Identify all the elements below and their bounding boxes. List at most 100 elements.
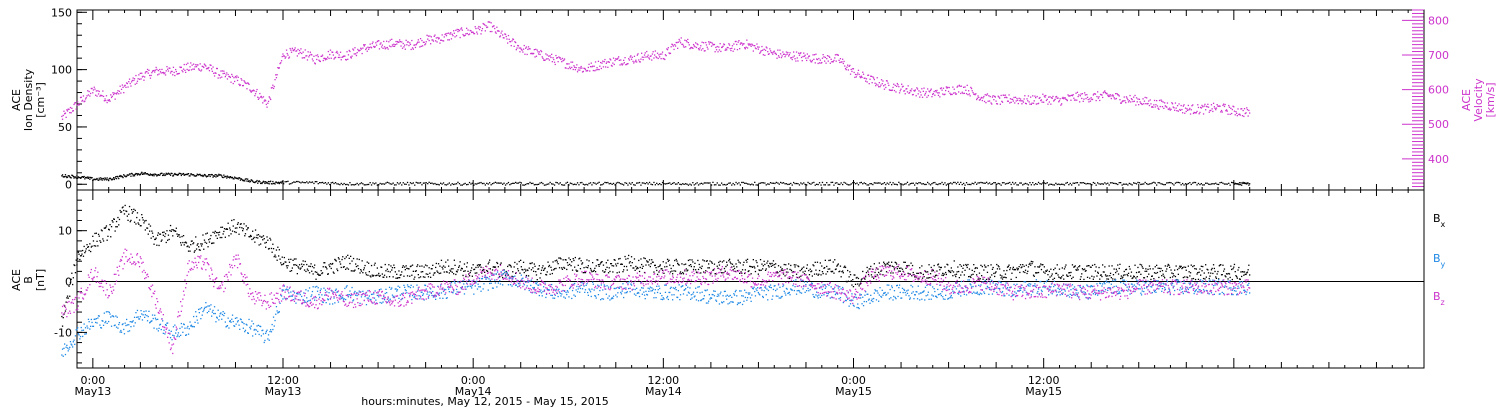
- data-point: [67, 175, 69, 177]
- data-point: [339, 261, 341, 263]
- data-point: [868, 268, 870, 270]
- data-point: [403, 46, 405, 48]
- data-point: [617, 262, 619, 265]
- data-point: [970, 276, 972, 279]
- data-point: [205, 242, 208, 244]
- data-point: [266, 181, 268, 184]
- data-point: [1038, 266, 1040, 268]
- data-point: [625, 182, 628, 184]
- data-point: [184, 69, 186, 71]
- data-point: [842, 62, 844, 65]
- data-point: [99, 95, 101, 97]
- data-point: [247, 82, 249, 84]
- data-point: [95, 321, 97, 324]
- data-point: [119, 209, 121, 212]
- data-point: [1174, 182, 1177, 184]
- data-point: [1117, 183, 1119, 186]
- data-point: [1207, 106, 1210, 108]
- data-point: [640, 258, 642, 260]
- data-point: [983, 100, 986, 103]
- data-point: [321, 272, 324, 274]
- data-point: [129, 321, 131, 323]
- data-point: [699, 266, 701, 268]
- data-point: [574, 69, 576, 71]
- data-point: [451, 183, 453, 185]
- data-point: [986, 271, 989, 273]
- data-point: [793, 55, 795, 57]
- data-point: [93, 245, 95, 247]
- data-point: [862, 73, 865, 75]
- data-point: [155, 174, 157, 176]
- data-point: [81, 253, 83, 255]
- data-point: [157, 234, 159, 236]
- data-point: [1189, 113, 1192, 115]
- data-point: [1006, 182, 1008, 185]
- data-point: [844, 182, 847, 184]
- data-point: [710, 41, 712, 44]
- data-point: [548, 183, 550, 185]
- data-point: [270, 183, 273, 185]
- data-point: [219, 313, 221, 315]
- data-point: [1174, 269, 1176, 271]
- data-point: [1032, 95, 1034, 97]
- data-point: [685, 40, 687, 42]
- data-point: [185, 173, 188, 175]
- data-point: [439, 265, 441, 267]
- data-point: [961, 183, 963, 186]
- data-point: [945, 89, 947, 92]
- data-point: [1098, 96, 1100, 98]
- data-point: [1170, 269, 1172, 271]
- data-point: [293, 264, 295, 266]
- data-point: [411, 47, 414, 49]
- data-point: [783, 263, 785, 266]
- data-point: [107, 235, 109, 237]
- data-point: [226, 325, 229, 327]
- data-point: [243, 223, 245, 225]
- data-point: [851, 284, 853, 286]
- data-point: [502, 277, 504, 279]
- data-point: [435, 37, 437, 39]
- data-point: [213, 312, 215, 315]
- data-point: [313, 267, 315, 269]
- data-point: [648, 57, 650, 59]
- data-point: [897, 84, 899, 86]
- data-point: [223, 72, 226, 74]
- data-point: [890, 272, 892, 274]
- data-point: [753, 265, 755, 268]
- data-point: [218, 315, 221, 317]
- data-point: [975, 93, 977, 95]
- data-point: [1233, 263, 1236, 266]
- data-point: [1203, 184, 1205, 186]
- data-point: [1150, 278, 1152, 281]
- data-point: [192, 68, 194, 70]
- data-point: [333, 272, 335, 274]
- data-point: [977, 278, 979, 280]
- data-point: [122, 86, 124, 88]
- data-point: [379, 43, 381, 45]
- data-point: [1124, 274, 1126, 276]
- data-point: [286, 267, 288, 269]
- data-point: [576, 270, 579, 272]
- data-point: [463, 35, 465, 37]
- data-point: [159, 68, 161, 71]
- data-point: [102, 324, 105, 326]
- data-point: [162, 320, 164, 322]
- data-point: [772, 51, 775, 53]
- data-point: [651, 59, 653, 61]
- data-point: [493, 25, 495, 27]
- data-point: [931, 96, 933, 98]
- data-point: [63, 313, 65, 315]
- data-point: [1019, 264, 1022, 266]
- data-point: [229, 76, 231, 79]
- data-point: [1033, 275, 1035, 277]
- data-point: [301, 265, 303, 268]
- data-point: [928, 183, 930, 185]
- data-point: [1099, 183, 1102, 185]
- data-point: [463, 263, 466, 265]
- data-point: [465, 33, 467, 35]
- data-point: [777, 272, 779, 274]
- data-point: [965, 182, 968, 184]
- data-point: [1239, 278, 1241, 280]
- data-point: [365, 47, 368, 49]
- data-point: [1000, 94, 1002, 97]
